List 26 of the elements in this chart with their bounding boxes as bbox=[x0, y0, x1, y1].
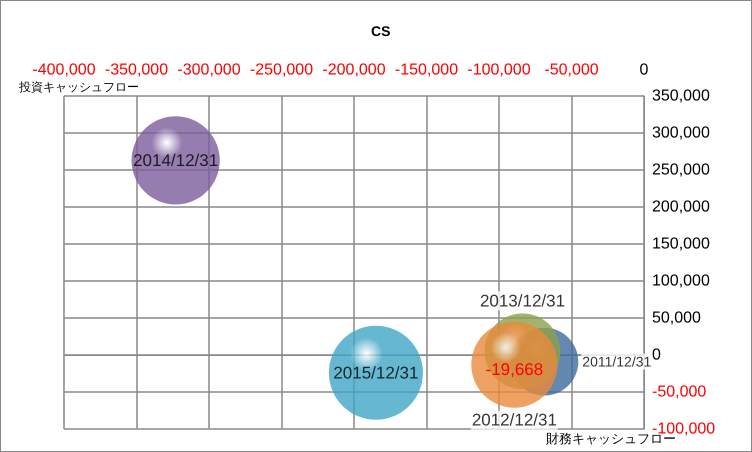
series-label: 2011/12/31 bbox=[582, 354, 652, 370]
series-label: 2012/12/31 bbox=[472, 410, 557, 430]
series-label: 2014/12/31 bbox=[133, 150, 218, 170]
x-tick-label: -50,000 bbox=[544, 62, 599, 78]
x-tick-label: 0 bbox=[640, 62, 649, 78]
series-label: 2013/12/31 bbox=[480, 291, 566, 310]
x-tick-label: -100,000 bbox=[467, 62, 531, 78]
y-tick-label: -50,000 bbox=[652, 384, 706, 400]
y-tick-label: 200,000 bbox=[652, 198, 710, 216]
series-label: 2015/12/31 bbox=[333, 363, 418, 382]
y-tick-label: 300,000 bbox=[652, 124, 710, 142]
chart-title: CS bbox=[371, 23, 390, 39]
x-tick-label: -200,000 bbox=[322, 62, 386, 78]
y-tick-label: 250,000 bbox=[652, 162, 710, 178]
x-tick-label: -300,000 bbox=[177, 62, 241, 78]
x-tick-label: -250,000 bbox=[250, 62, 314, 78]
x-tick-label: -400,000 bbox=[32, 62, 96, 78]
y-tick-label: 350,000 bbox=[652, 88, 710, 104]
y-axis-title: 投資キャッシュフロー bbox=[18, 80, 139, 94]
y-tick-label: 100,000 bbox=[652, 272, 710, 290]
x-tick-label: -150,000 bbox=[394, 62, 458, 78]
annotation: -19,668 bbox=[486, 360, 544, 380]
x-tick-label: -350,000 bbox=[104, 62, 168, 78]
y-tick-label: 150,000 bbox=[652, 236, 710, 252]
y-tick-label: 50,000 bbox=[652, 310, 702, 326]
y-tick-label: 0 bbox=[652, 346, 661, 364]
